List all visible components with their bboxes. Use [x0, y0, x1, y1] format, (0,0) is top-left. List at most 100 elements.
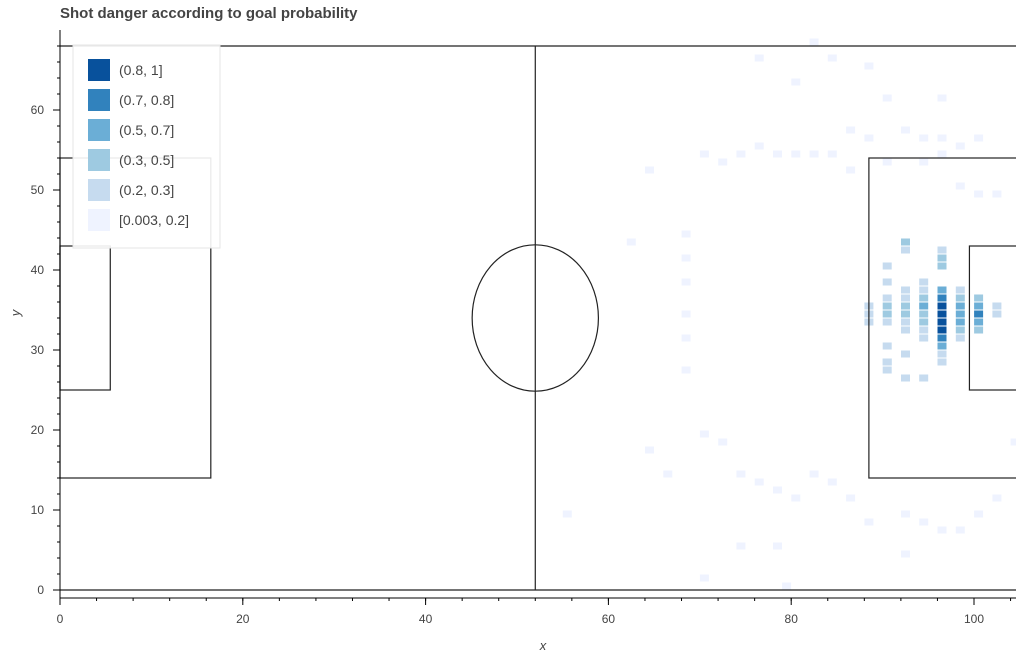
heatmap-cell	[901, 310, 910, 318]
x-axis-label: x	[539, 638, 547, 653]
heatmap-cell	[974, 302, 984, 310]
heatmap-cell	[663, 470, 673, 478]
chart-title: Shot danger according to goal probabilit…	[60, 5, 358, 22]
heatmap-cell	[974, 310, 984, 318]
heatmap-cell	[919, 374, 929, 382]
heatmap-cell	[736, 470, 746, 478]
heatmap-cell	[882, 310, 892, 318]
heatmap-cell	[955, 334, 965, 342]
heatmap-cell	[809, 38, 819, 46]
heatmap-cell	[718, 158, 728, 166]
heatmap-cell	[736, 542, 746, 550]
heatmap-cell	[955, 286, 965, 294]
heatmap-cell	[974, 294, 984, 302]
heatmap-cell	[645, 166, 654, 174]
heatmap-cell	[827, 54, 837, 62]
y-tick-label: 30	[31, 343, 45, 357]
y-tick-label: 0	[37, 583, 44, 597]
heatmap-cell	[937, 358, 947, 366]
heatmap-cell	[955, 318, 965, 326]
heatmap-cell	[955, 526, 965, 534]
legend-label: (0.5, 0.7]	[119, 122, 174, 138]
heatmap-cell	[681, 334, 691, 342]
heatmap-cell	[919, 158, 929, 166]
legend-swatch	[88, 209, 110, 231]
heatmap-cell	[901, 302, 910, 310]
heatmap-cell	[901, 510, 910, 518]
heatmap-cell	[773, 150, 782, 158]
heatmap-cell	[882, 158, 892, 166]
legend-swatch	[88, 59, 110, 81]
heatmap-cell	[901, 550, 910, 558]
heatmap-cell	[882, 302, 892, 310]
heatmap-cell	[937, 150, 947, 158]
heatmap-cell	[937, 310, 947, 318]
right-penalty-area	[868, 157, 1016, 479]
heatmap-cell	[937, 294, 947, 302]
heatmap-cell	[562, 510, 572, 518]
y-tick-label: 40	[31, 263, 45, 277]
heatmap-cell	[645, 446, 654, 454]
heatmap-cell	[937, 334, 947, 342]
legend-label: (0.8, 1]	[119, 62, 163, 78]
centre-circle	[471, 244, 600, 392]
heatmap-cell	[937, 326, 947, 334]
right-goal-area	[968, 245, 1016, 391]
heatmap-cell	[882, 342, 892, 350]
legend-label: [0.003, 0.2]	[119, 212, 189, 228]
x-tick-label: 60	[602, 612, 616, 626]
heatmap-cell	[864, 518, 874, 526]
heatmap-cell	[699, 574, 709, 582]
legend-label: (0.2, 0.3]	[119, 182, 174, 198]
heatmap-cell	[955, 302, 965, 310]
legend-swatch	[88, 149, 110, 171]
heatmap-cell	[782, 582, 792, 590]
heatmap-cell	[992, 302, 1002, 310]
heatmap-cell	[626, 238, 636, 246]
y-tick-label: 10	[31, 503, 45, 517]
heatmap-cell	[919, 326, 929, 334]
heatmap-cell	[827, 478, 837, 486]
heatmap-cell	[919, 310, 929, 318]
heatmap-cell	[1010, 438, 1016, 446]
heatmap-cell	[919, 318, 929, 326]
legend-label: (0.3, 0.5]	[119, 152, 174, 168]
axes: 0 20 40 60 80 100 0 10 20 30 40 50 60 x y	[8, 30, 1016, 653]
heatmap-cell	[681, 310, 691, 318]
heatmap-cell	[901, 286, 910, 294]
heatmap-cell	[827, 150, 837, 158]
heatmap-cell	[882, 94, 892, 102]
legend-swatch	[88, 89, 110, 111]
heatmap-cell	[901, 246, 910, 254]
heatmap-cell	[919, 286, 929, 294]
heatmap-cell	[699, 430, 709, 438]
left-goal-area	[59, 245, 111, 391]
heatmap-cell	[974, 510, 984, 518]
x-tick-label: 40	[419, 612, 433, 626]
legend: (0.8, 1] (0.7, 0.8] (0.5, 0.7] (0.3, 0.5] (0…	[72, 44, 221, 249]
heatmap-cell	[901, 238, 910, 246]
heatmap-cell	[937, 318, 947, 326]
heatmap-cell	[992, 494, 1002, 502]
heatmap-cell	[809, 150, 819, 158]
heatmap-cell	[882, 318, 892, 326]
heatmap-cell	[955, 326, 965, 334]
heatmap-cell	[864, 134, 874, 142]
heatmap-cell	[882, 366, 892, 374]
heatmap-cell	[864, 62, 874, 70]
heatmap-cell	[681, 254, 691, 262]
heatmap-cell	[901, 350, 910, 358]
heatmap-cell	[992, 310, 1002, 318]
heatmap-cell	[736, 150, 746, 158]
heatmap-cell	[919, 518, 929, 526]
heatmap-cell	[718, 438, 728, 446]
heatmap-cell	[937, 262, 947, 270]
heatmap-cell	[846, 126, 856, 134]
heatmap-cell	[937, 246, 947, 254]
heatmap-cell	[846, 166, 856, 174]
heatmap-cell	[937, 254, 947, 262]
heatmap-cell	[937, 342, 947, 350]
heatmap-cell	[699, 150, 709, 158]
heatmap-cell	[681, 278, 691, 286]
heatmap-cell	[992, 190, 1002, 198]
